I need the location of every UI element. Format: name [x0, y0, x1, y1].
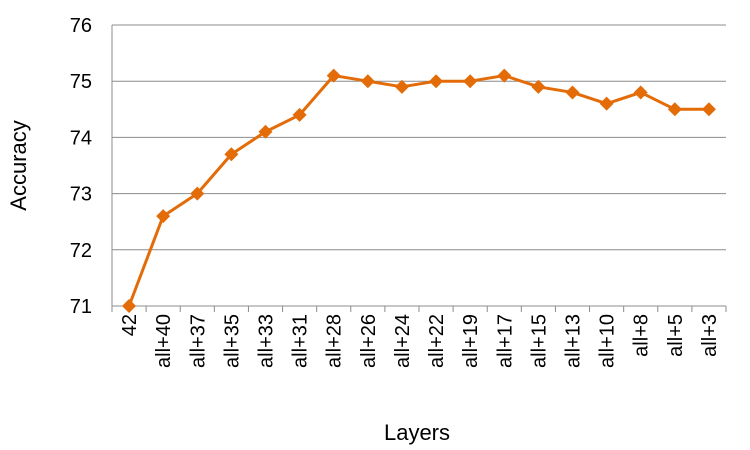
x-tick-label: all+31 [290, 314, 312, 368]
y-tick-label: 76 [70, 15, 92, 37]
data-point-marker [326, 68, 341, 83]
data-point-marker [463, 74, 478, 89]
data-point-marker [701, 102, 716, 117]
axes [111, 25, 727, 312]
data-point-marker [633, 85, 648, 100]
x-tick-label: all+33 [256, 314, 278, 368]
x-tick-label: all+5 [665, 314, 687, 357]
data-point-marker [497, 68, 512, 83]
x-tick-label: all+19 [460, 314, 482, 368]
x-tick-label: all+17 [494, 314, 516, 368]
y-axis-ticks: 71 72 73 74 75 76 [70, 15, 92, 318]
x-tick-label: all+28 [324, 314, 346, 368]
y-tick-label: 75 [70, 71, 92, 93]
x-tick-label: all+24 [392, 314, 414, 368]
grid [112, 24, 726, 251]
y-tick-label: 71 [70, 296, 92, 318]
data-point-marker [258, 124, 273, 139]
x-tick-label: all+26 [358, 314, 380, 368]
data-point-marker [156, 209, 171, 224]
x-tick-label: all+22 [426, 314, 448, 368]
data-point-marker [190, 186, 205, 201]
data-point-marker [122, 299, 137, 313]
y-tick-label: 73 [70, 184, 92, 206]
x-axis-ticks: 42 all+40 all+37 all+35 all+33 all+31 all+28 al… [119, 314, 721, 368]
data-point-marker [565, 85, 580, 100]
series [122, 68, 716, 313]
data-point-marker [394, 79, 409, 94]
data-point-marker [360, 74, 375, 89]
x-tick-label: all+13 [563, 314, 585, 368]
series-line [127, 74, 709, 307]
x-axis-title: Layers [384, 420, 450, 445]
y-tick-label: 74 [70, 127, 92, 149]
x-tick-label: all+8 [631, 314, 653, 357]
x-tick-label: all+35 [221, 314, 243, 368]
x-tick-label: all+40 [153, 314, 175, 368]
data-point-marker [224, 147, 239, 162]
data-point-marker [531, 79, 546, 94]
x-tick-label: all+37 [187, 314, 209, 368]
y-axis-title: Accuracy [6, 120, 31, 210]
data-point-marker [292, 107, 307, 122]
y-tick-label: 72 [70, 240, 92, 262]
x-tick-label: 42 [119, 314, 141, 336]
data-point-marker [599, 96, 614, 111]
x-tick-label: all+3 [699, 314, 721, 357]
x-tick-label: all+10 [597, 314, 619, 368]
data-point-marker [667, 102, 682, 117]
x-tick-label: all+15 [528, 314, 550, 368]
data-point-marker [429, 74, 444, 89]
